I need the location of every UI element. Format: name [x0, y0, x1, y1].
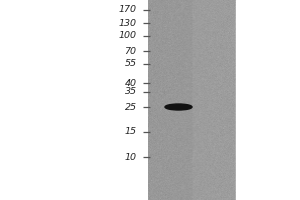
Text: 70: 70 [124, 46, 136, 55]
Text: 10: 10 [124, 153, 136, 162]
Text: 40: 40 [124, 78, 136, 88]
Text: 55: 55 [124, 60, 136, 68]
Text: 100: 100 [118, 31, 136, 40]
Text: 130: 130 [118, 19, 136, 27]
Text: 170: 170 [118, 5, 136, 15]
Text: 15: 15 [124, 128, 136, 136]
Text: 25: 25 [124, 102, 136, 112]
Ellipse shape [165, 104, 192, 110]
Bar [236, 0, 300, 200]
Text: 35: 35 [124, 88, 136, 97]
